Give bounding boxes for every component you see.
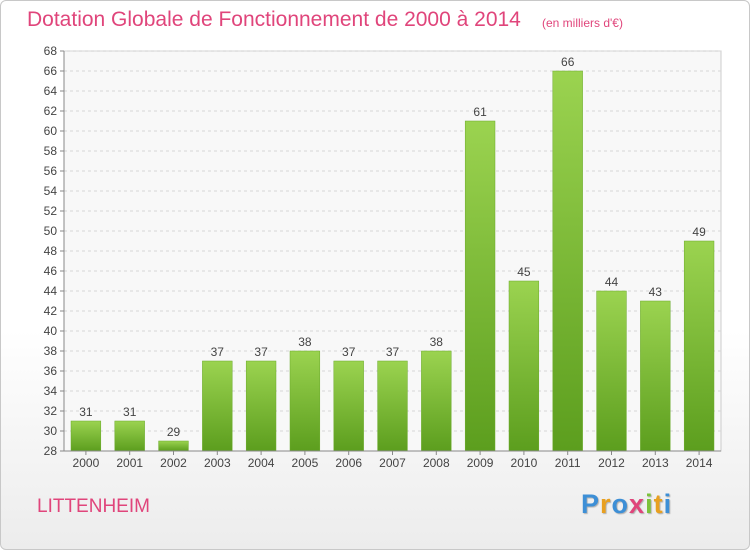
x-tick-label-2003: 2003 xyxy=(204,456,231,470)
commune-name: LITTENHEIM xyxy=(37,496,150,517)
data-labels: 31 31 29 37 37 38 37 37 38 61 45 66 44 43 49 xyxy=(79,55,706,439)
x-tick-label-2010: 2010 xyxy=(511,456,538,470)
bar-2010 xyxy=(508,280,540,452)
y-tick-label: 44 xyxy=(44,284,58,298)
bar-2005 xyxy=(289,350,321,452)
x-axis: 2000 2001 2002 2003 2004 2005 2006 2007 2008 2009… xyxy=(64,450,721,470)
data-label-2001: 31 xyxy=(123,405,137,419)
bar-2000 xyxy=(70,420,102,452)
bar-2008 xyxy=(421,350,452,452)
y-tick-label: 30 xyxy=(44,424,58,438)
data-label-2013: 43 xyxy=(649,285,663,299)
bar-2002 xyxy=(158,440,189,452)
y-tick-label: 40 xyxy=(44,324,58,338)
y-tick-label: 28 xyxy=(44,444,58,458)
y-tick-label: 38 xyxy=(44,344,58,358)
data-label-2011: 66 xyxy=(561,55,575,69)
y-tick-label: 68 xyxy=(44,44,58,58)
data-label-2004: 37 xyxy=(254,345,268,359)
data-label-2009: 61 xyxy=(473,105,487,119)
data-label-2003: 37 xyxy=(211,345,225,359)
x-tick-label-2001: 2001 xyxy=(116,456,143,470)
data-label-2000: 31 xyxy=(79,405,93,419)
y-tick-label: 56 xyxy=(44,164,58,178)
y-tick-label: 42 xyxy=(44,304,58,318)
bar-2003 xyxy=(202,360,233,452)
y-axis: 28 30 32 34 36 38 40 42 44 46 48 50 52 54 56 58 60 62 64 66… xyxy=(44,44,65,458)
x-tick-label-2005: 2005 xyxy=(292,456,319,470)
chart-subtitle: (en milliers d'€) xyxy=(542,16,623,30)
x-tick-label-2007: 2007 xyxy=(379,456,406,470)
y-tick-label: 60 xyxy=(44,124,58,138)
data-label-2014: 49 xyxy=(692,225,706,239)
proxiti-logo: Proxiti xyxy=(581,489,672,520)
data-label-2005: 38 xyxy=(298,335,312,349)
logo-letter: x xyxy=(629,489,646,519)
y-tick-label: 34 xyxy=(44,384,58,398)
y-tick-label: 46 xyxy=(44,264,58,278)
x-tick-label-2009: 2009 xyxy=(467,456,494,470)
x-tick-label-2002: 2002 xyxy=(160,456,187,470)
data-label-2002: 29 xyxy=(167,425,181,439)
logo-letter: P xyxy=(581,489,601,519)
bar-2001 xyxy=(114,420,145,452)
x-tick-label-2008: 2008 xyxy=(423,456,450,470)
bar-2004 xyxy=(245,360,277,452)
logo-letter: t xyxy=(653,489,664,519)
bar-2009 xyxy=(464,120,496,452)
bar-2013 xyxy=(640,300,671,452)
data-label-2010: 45 xyxy=(517,265,531,279)
x-tick-label-2000: 2000 xyxy=(73,456,100,470)
bar-2011 xyxy=(552,70,583,452)
logo-letter: r xyxy=(600,489,612,519)
y-tick-label: 62 xyxy=(44,104,58,118)
y-tick-label: 66 xyxy=(44,64,58,78)
x-tick-label-2011: 2011 xyxy=(555,456,581,470)
chart-title: Dotation Globale de Fonctionnement de 20… xyxy=(27,8,521,31)
x-tick-label-2012: 2012 xyxy=(598,456,625,470)
bar-2012 xyxy=(596,290,627,452)
x-tick-label-2004: 2004 xyxy=(248,456,275,470)
data-label-2007: 37 xyxy=(386,345,400,359)
bar-chart: 28 30 32 34 36 38 40 42 44 46 48 50 52 54 56 58 60 62 64 66… xyxy=(44,44,722,470)
data-label-2012: 44 xyxy=(605,275,619,289)
logo-letter: i xyxy=(645,489,654,519)
bar-2014 xyxy=(683,240,715,452)
y-tick-label: 64 xyxy=(44,84,58,98)
y-tick-label: 36 xyxy=(44,364,58,378)
bar-2007 xyxy=(377,360,408,452)
logo-letter: i xyxy=(663,489,673,519)
y-tick-label: 32 xyxy=(44,404,58,418)
bars xyxy=(70,70,715,452)
x-tick-label-2013: 2013 xyxy=(642,456,669,470)
bar-2006 xyxy=(333,360,364,452)
data-label-2008: 38 xyxy=(430,335,444,349)
x-tick-label-2014: 2014 xyxy=(686,456,713,470)
x-tick-label-2006: 2006 xyxy=(335,456,362,470)
y-tick-label: 58 xyxy=(44,144,58,158)
y-tick-label: 54 xyxy=(44,184,58,198)
y-tick-label: 50 xyxy=(44,224,58,238)
data-label-2006: 37 xyxy=(342,345,356,359)
logo-letter: o xyxy=(611,489,630,519)
y-tick-label: 48 xyxy=(44,244,58,258)
y-tick-label: 52 xyxy=(44,204,58,218)
